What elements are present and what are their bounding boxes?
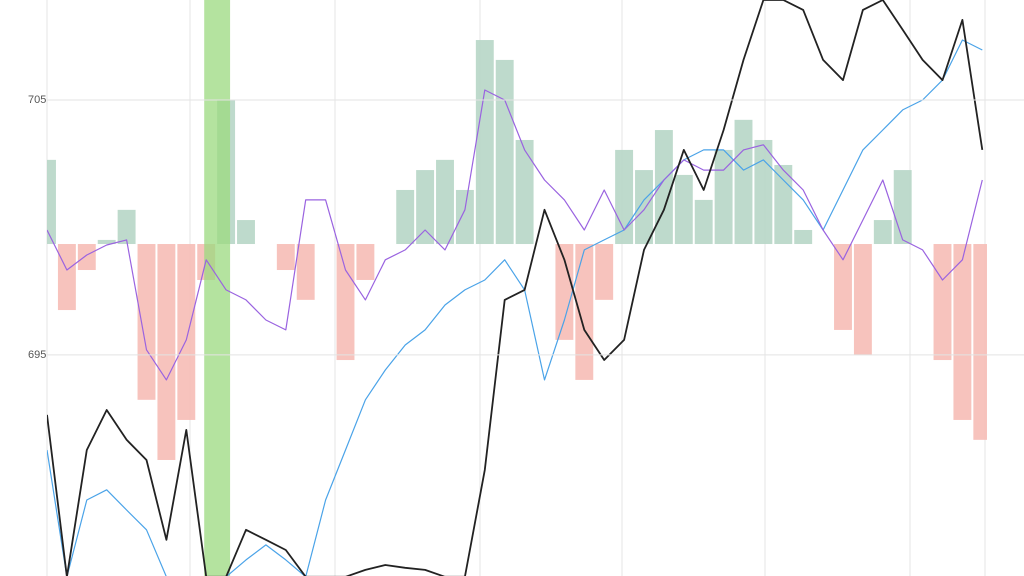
histogram-bar (495, 59, 514, 245)
histogram-bar (157, 244, 176, 460)
histogram-bar (575, 244, 594, 380)
histogram-bar (117, 209, 136, 245)
histogram-bar (396, 189, 415, 245)
histogram-bar (893, 170, 912, 245)
histogram-bar (873, 220, 892, 245)
histogram-bar (177, 244, 196, 420)
histogram-bar (57, 244, 76, 311)
histogram-bar (47, 159, 56, 245)
histogram-bar (834, 244, 852, 330)
y-tick-label: 695 (28, 349, 46, 361)
line-series (47, 0, 984, 576)
histogram-bar (635, 170, 653, 245)
y-tick-label: 705 (28, 94, 46, 106)
histogram-bar (416, 170, 435, 245)
histogram-bar (794, 229, 813, 245)
histogram-bar (515, 139, 534, 245)
histogram-bar (296, 244, 315, 300)
histogram-bar (137, 244, 156, 400)
plot-area (47, 0, 987, 576)
histogram-bar (694, 199, 713, 245)
histogram-bar (237, 220, 255, 245)
histogram-bar (455, 189, 474, 245)
histogram-bar (555, 244, 574, 340)
histogram-bar (933, 244, 952, 361)
histogram-bar (77, 244, 96, 271)
histogram-bar (97, 239, 116, 245)
histogram-bar (475, 40, 494, 245)
histogram-bar (953, 244, 972, 420)
histogram-bar (714, 149, 733, 245)
histogram-bar (595, 244, 614, 300)
histogram-bar (973, 244, 987, 440)
histogram-bar (276, 244, 295, 271)
histogram-bar (754, 139, 773, 245)
histogram-bar (734, 119, 753, 245)
histogram-bar (853, 244, 872, 355)
histogram-bar (436, 159, 454, 245)
line-series (47, 89, 983, 381)
highlight-band (204, 0, 231, 576)
line-series (47, 39, 983, 576)
histogram-bar (674, 174, 693, 245)
histogram-bar (654, 130, 673, 245)
histogram-bar (356, 244, 375, 280)
histogram-bar (336, 244, 355, 361)
